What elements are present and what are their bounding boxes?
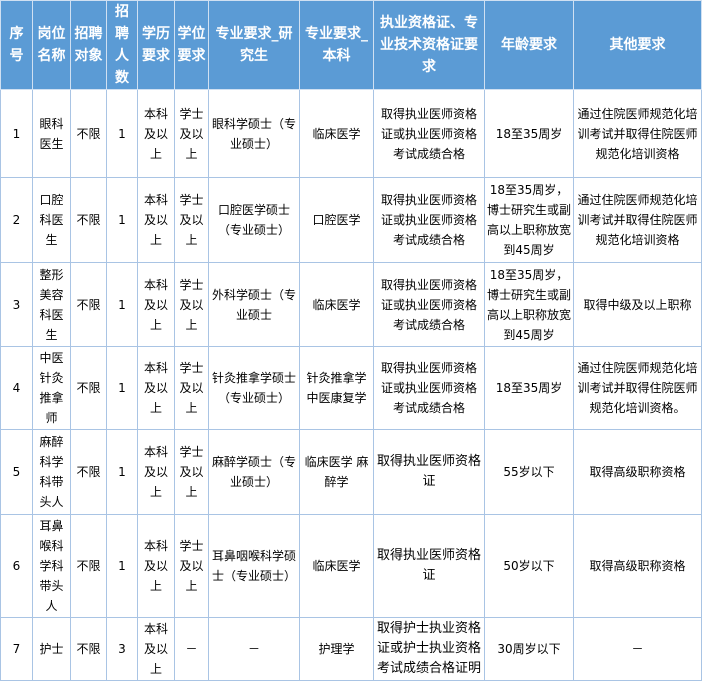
cell-index: 4 xyxy=(0,346,33,430)
cell-degree: 学士及以上 xyxy=(174,177,209,263)
cell-target: 不限 xyxy=(70,514,107,618)
header-major-grad: 专业要求_研究生 xyxy=(208,0,300,90)
cell-position: 麻醉科学科带头人 xyxy=(32,429,71,515)
cell-target: 不限 xyxy=(70,262,107,347)
header-certificate: 执业资格证、专业技术资格证要求 xyxy=(373,0,485,90)
table-row: 1 眼科医生 不限 1 本科及以上 学士及以上 眼科学硕士（专业硕士） 临床医学 取得执业医师资… xyxy=(0,89,702,178)
cell-age: 18至35周岁，博士研究生或副高以上职称放宽到45周岁 xyxy=(484,262,574,347)
cell-certificate: 取得执业医师资格证 xyxy=(373,514,485,618)
cell-other: 取得高级职称资格 xyxy=(573,429,702,515)
cell-major-grad: 耳鼻咽喉科学硕士（专业硕士） xyxy=(208,514,300,618)
cell-certificate: 取得执业医师资格证 xyxy=(373,429,485,515)
header-education: 学历要求 xyxy=(137,0,175,90)
cell-major-undergrad: 临床医学 麻醉学 xyxy=(299,429,374,515)
cell-index: 1 xyxy=(0,89,33,178)
cell-index: 5 xyxy=(0,429,33,515)
cell-age: 55岁以下 xyxy=(484,429,574,515)
table-row: 6 耳鼻喉科学科带头人 不限 1 本科及以上 学士及以上 耳鼻咽喉科学硕士（专业硕士） 临床医… xyxy=(0,514,702,618)
cell-education: 本科及以上 xyxy=(137,346,175,430)
cell-target: 不限 xyxy=(70,346,107,430)
cell-certificate: 取得执业医师资格证或执业医师资格考试成绩合格 xyxy=(373,177,485,263)
cell-count: 3 xyxy=(106,617,138,681)
cell-major-grad: － xyxy=(208,617,300,681)
cell-degree: 学士及以上 xyxy=(174,89,209,178)
cell-age: 18至35周岁 xyxy=(484,346,574,430)
cell-degree: 学士及以上 xyxy=(174,346,209,430)
cell-major-undergrad: 口腔医学 xyxy=(299,177,374,263)
cell-certificate: 取得护士执业资格证或护士执业资格考试成绩合格证明 xyxy=(373,617,485,681)
cell-position: 口腔科医生 xyxy=(32,177,71,263)
cell-count: 1 xyxy=(106,346,138,430)
cell-other: － xyxy=(573,617,702,681)
cell-age: 18至35周岁 xyxy=(484,89,574,178)
header-row: 序号 岗位名称 招聘对象 招聘人数 学历要求 学位要求 专业要求_研究生 专业要求_本科 执业资… xyxy=(0,0,702,90)
cell-index: 7 xyxy=(0,617,33,681)
cell-major-grad: 口腔医学硕士（专业硕士） xyxy=(208,177,300,263)
cell-other: 通过住院医师规范化培训考试并取得住院医师规范化培训资格 xyxy=(573,89,702,178)
cell-major-undergrad: 护理学 xyxy=(299,617,374,681)
cell-major-undergrad: 针灸推拿学 中医康复学 xyxy=(299,346,374,430)
cell-major-undergrad: 临床医学 xyxy=(299,514,374,618)
cell-position: 护士 xyxy=(32,617,71,681)
cell-age: 30周岁以下 xyxy=(484,617,574,681)
cell-major-grad: 针灸推拿学硕士（专业硕士） xyxy=(208,346,300,430)
cell-other: 通过住院医师规范化培训考试并取得住院医师规范化培训资格 xyxy=(573,177,702,263)
header-target: 招聘对象 xyxy=(70,0,107,90)
header-major-undergrad: 专业要求_本科 xyxy=(299,0,374,90)
cell-count: 1 xyxy=(106,89,138,178)
header-index: 序号 xyxy=(0,0,33,90)
cell-count: 1 xyxy=(106,177,138,263)
cell-target: 不限 xyxy=(70,617,107,681)
header-position: 岗位名称 xyxy=(32,0,71,90)
cell-target: 不限 xyxy=(70,89,107,178)
cell-major-grad: 麻醉学硕士（专业硕士） xyxy=(208,429,300,515)
cell-index: 2 xyxy=(0,177,33,263)
cell-other: 取得高级职称资格 xyxy=(573,514,702,618)
cell-position: 眼科医生 xyxy=(32,89,71,178)
cell-other: 通过住院医师规范化培训考试并取得住院医师规范化培训资格。 xyxy=(573,346,702,430)
header-degree: 学位要求 xyxy=(174,0,209,90)
cell-degree: 学士及以上 xyxy=(174,262,209,347)
cell-count: 1 xyxy=(106,514,138,618)
cell-count: 1 xyxy=(106,262,138,347)
cell-certificate: 取得执业医师资格证或执业医师资格考试成绩合格 xyxy=(373,346,485,430)
cell-education: 本科及以上 xyxy=(137,429,175,515)
cell-major-undergrad: 临床医学 xyxy=(299,262,374,347)
cell-position: 耳鼻喉科学科带头人 xyxy=(32,514,71,618)
cell-position: 中医针灸推拿师 xyxy=(32,346,71,430)
table-row: 7 护士 不限 3 本科及以上－－护理学 取得护士执业资格证或护士执业资格考试成绩合格证明… xyxy=(0,617,702,681)
table-row: 4 中医针灸推拿师 不限 1 本科及以上 学士及以上 针灸推拿学硕士（专业硕士） 针灸推拿学 … xyxy=(0,346,702,430)
cell-certificate: 取得执业医师资格证或执业医师资格考试成绩合格 xyxy=(373,89,485,178)
cell-degree: 学士及以上 xyxy=(174,429,209,515)
cell-target: 不限 xyxy=(70,429,107,515)
header-count: 招聘人数 xyxy=(106,0,138,90)
cell-age: 50岁以下 xyxy=(484,514,574,618)
cell-other: 取得中级及以上职称 xyxy=(573,262,702,347)
cell-education: 本科及以上 xyxy=(137,89,175,178)
cell-education: 本科及以上 xyxy=(137,617,175,681)
cell-index: 3 xyxy=(0,262,33,347)
cell-certificate: 取得执业医师资格证或执业医师资格考试成绩合格 xyxy=(373,262,485,347)
cell-age: 18至35周岁，博士研究生或副高以上职称放宽到45周岁 xyxy=(484,177,574,263)
cell-major-undergrad: 临床医学 xyxy=(299,89,374,178)
header-other: 其他要求 xyxy=(573,0,702,90)
cell-major-grad: 眼科学硕士（专业硕士） xyxy=(208,89,300,178)
cell-education: 本科及以上 xyxy=(137,514,175,618)
table-row: 2 口腔科医生 不限 1 本科及以上 学士及以上 口腔医学硕士（专业硕士） 口腔医学 取得执业医… xyxy=(0,177,702,263)
cell-degree: － xyxy=(174,617,209,681)
cell-major-grad: 外科学硕士（专业硕士 xyxy=(208,262,300,347)
cell-position: 整形美容科医生 xyxy=(32,262,71,347)
cell-index: 6 xyxy=(0,514,33,618)
cell-education: 本科及以上 xyxy=(137,262,175,347)
header-age: 年龄要求 xyxy=(484,0,574,90)
cell-education: 本科及以上 xyxy=(137,177,175,263)
table-row: 3 整形美容科医生 不限 1 本科及以上 学士及以上 外科学硕士（专业硕士 临床医学 取得执业医… xyxy=(0,262,702,347)
cell-count: 1 xyxy=(106,429,138,515)
cell-target: 不限 xyxy=(70,177,107,263)
cell-degree: 学士及以上 xyxy=(174,514,209,618)
table-row: 5 麻醉科学科带头人 不限 1 本科及以上 学士及以上 麻醉学硕士（专业硕士） 临床医学 麻醉… xyxy=(0,429,702,515)
